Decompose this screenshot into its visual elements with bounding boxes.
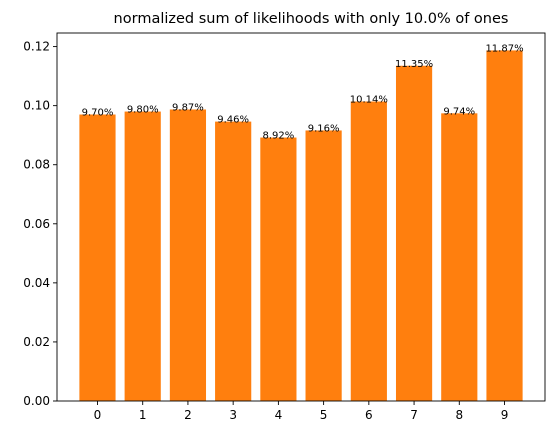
data-label-0: 9.70% — [82, 108, 114, 119]
x-tick-label-2: 2 — [184, 408, 192, 422]
x-tick-label-5: 5 — [320, 408, 328, 422]
bar-3 — [215, 121, 252, 401]
y-tick-label-0.00: 0.00 — [23, 394, 50, 408]
y-tick-label-0.12: 0.12 — [23, 40, 50, 54]
data-label-6: 10.14% — [350, 95, 388, 106]
bars-layer — [79, 50, 523, 402]
y-tick-label-0.02: 0.02 — [23, 335, 50, 349]
x-tick-label-7: 7 — [410, 408, 418, 422]
data-label-1: 9.80% — [127, 105, 159, 116]
y-tick-label-0.06: 0.06 — [23, 217, 50, 231]
y-tick-label-0.10: 0.10 — [23, 99, 50, 113]
bar-8 — [441, 113, 478, 401]
x-tick-label-1: 1 — [139, 408, 147, 422]
data-label-4: 8.92% — [262, 131, 294, 142]
bar-0 — [79, 114, 116, 402]
x-tick-label-8: 8 — [455, 408, 463, 422]
y-tick-label-0.04: 0.04 — [23, 276, 50, 290]
y-tick-label-0.08: 0.08 — [23, 158, 50, 172]
data-label-7: 11.35% — [395, 59, 433, 70]
chart-title: normalized sum of likelihoods with only … — [114, 11, 509, 27]
axes-frame — [56, 32, 546, 402]
bar-6 — [350, 101, 387, 402]
x-tick-label-6: 6 — [365, 408, 373, 422]
x-tick-label-0: 0 — [94, 408, 102, 422]
data-label-9: 11.87% — [485, 43, 523, 54]
x-tick-label-3: 3 — [229, 408, 237, 422]
data-labels-layer: 9.70% 9.80% 9.87% 9.46% 8.92% 9.16% 10.14% 11.3… — [82, 43, 524, 141]
bar-7 — [395, 65, 433, 401]
data-label-8: 9.74% — [443, 106, 475, 117]
bar-5 — [305, 130, 342, 401]
x-tick-label-4: 4 — [275, 408, 283, 422]
bar-2 — [169, 109, 207, 402]
data-label-2: 9.87% — [172, 102, 204, 113]
axes-layer: 0 1 2 3 4 5 6 7 8 9 0.00 0.02 0.04 0.06 0.08 0.10 0.12 — [23, 32, 546, 422]
bar-1 — [124, 111, 161, 401]
bar-9 — [486, 50, 523, 402]
x-tick-label-9: 9 — [501, 408, 509, 422]
data-label-5: 9.16% — [308, 123, 340, 134]
bar-4 — [260, 137, 297, 402]
data-label-3: 9.46% — [217, 115, 249, 126]
